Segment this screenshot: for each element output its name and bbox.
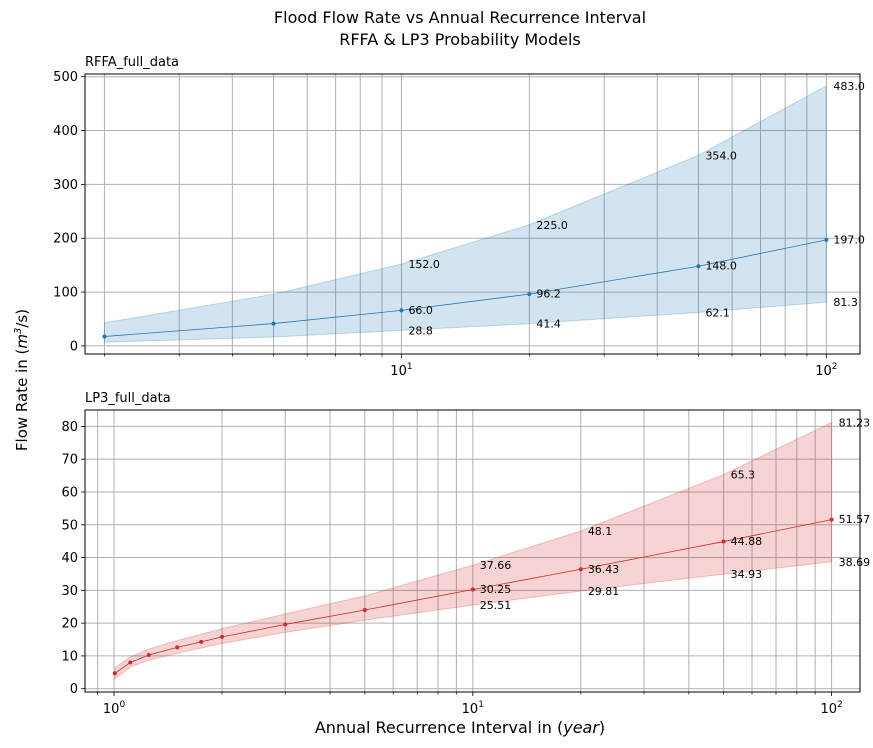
data-point bbox=[829, 517, 834, 522]
y-axis-label: Flow Rate in (m3/s) bbox=[13, 309, 31, 451]
data-point bbox=[578, 567, 583, 572]
y-tick-label: 40 bbox=[61, 551, 78, 566]
y-tick-label: 60 bbox=[61, 485, 78, 500]
y-tick-label: 200 bbox=[53, 232, 78, 247]
x-tick-label: 101 bbox=[462, 700, 484, 717]
data-label: 51.57 bbox=[839, 513, 871, 526]
y-tick-label: 30 bbox=[61, 584, 78, 599]
data-label: 96.2 bbox=[536, 288, 561, 301]
y-tick-label: 0 bbox=[70, 682, 78, 697]
data-label: 36.43 bbox=[588, 563, 620, 576]
data-point bbox=[824, 237, 829, 242]
confidence-band bbox=[103, 85, 827, 343]
y-tick-label: 50 bbox=[61, 518, 78, 533]
data-label: 81.23 bbox=[839, 416, 871, 429]
data-label: 65.3 bbox=[731, 469, 756, 482]
data-label: 29.81 bbox=[588, 585, 620, 598]
x-tick-label: 101 bbox=[390, 362, 412, 379]
data-label: 34.93 bbox=[731, 568, 763, 581]
data-label: 66.0 bbox=[408, 304, 433, 317]
data-label: 25.51 bbox=[480, 599, 512, 612]
data-label: 44.88 bbox=[731, 535, 763, 548]
x-axis-label: Annual Recurrence Interval in (year) bbox=[315, 718, 605, 737]
data-point bbox=[362, 608, 367, 613]
data-point bbox=[128, 660, 133, 665]
data-label: 197.0 bbox=[833, 233, 865, 246]
y-tick-label: 300 bbox=[53, 178, 78, 193]
data-point bbox=[271, 321, 276, 326]
data-point bbox=[527, 292, 532, 297]
y-tick-label: 400 bbox=[53, 124, 78, 139]
y-tick-label: 70 bbox=[61, 453, 78, 468]
figure-title-line1: Flood Flow Rate vs Annual Recurrence Int… bbox=[273, 8, 647, 27]
y-tick-label: 20 bbox=[61, 617, 78, 632]
data-point bbox=[470, 587, 475, 592]
confidence-band bbox=[114, 421, 833, 680]
series-line bbox=[114, 519, 832, 674]
x-tick-label: 100 bbox=[103, 700, 126, 717]
data-label: 152.0 bbox=[408, 258, 440, 271]
y-tick-label: 10 bbox=[61, 649, 78, 664]
data-point bbox=[199, 639, 204, 644]
figure-title-line2: RFFA & LP3 Probability Models bbox=[339, 30, 581, 49]
data-point bbox=[220, 634, 225, 639]
data-label: 41.4 bbox=[536, 318, 561, 331]
data-point bbox=[112, 671, 117, 676]
x-tick-label: 102 bbox=[820, 700, 842, 717]
data-point bbox=[175, 645, 180, 650]
data-point bbox=[146, 652, 151, 657]
subplot-title: RFFA_full_data bbox=[85, 55, 179, 70]
series-line bbox=[104, 239, 827, 337]
data-label: 148.0 bbox=[705, 260, 737, 273]
lp3-subplot: 30.25 36.43 44.88 51.57 25.51 29.81 34.93 38.69… bbox=[61, 391, 870, 717]
data-label: 30.25 bbox=[480, 583, 512, 596]
data-label: 81.3 bbox=[833, 296, 858, 309]
axes-frame bbox=[84, 73, 861, 355]
y-tick-label: 100 bbox=[53, 286, 78, 301]
data-label: 483.0 bbox=[833, 80, 865, 93]
data-point bbox=[102, 334, 107, 339]
data-point bbox=[721, 539, 726, 544]
subplot-title: LP3_full_data bbox=[85, 391, 171, 406]
data-label: 37.66 bbox=[480, 559, 512, 572]
data-label: 48.1 bbox=[588, 525, 613, 538]
y-tick-label: 500 bbox=[53, 70, 78, 85]
x-tick-label: 102 bbox=[815, 362, 837, 379]
data-point bbox=[283, 622, 288, 627]
rffa-subplot: 66.0 96.2 148.0 197.0 28.8 41.4 62.1 81.3 152.0 2… bbox=[53, 55, 865, 379]
data-label: 62.1 bbox=[705, 306, 730, 319]
data-label: 28.8 bbox=[408, 324, 433, 337]
data-point bbox=[696, 264, 701, 269]
data-label: 38.69 bbox=[839, 556, 871, 569]
y-tick-label: 0 bbox=[70, 339, 78, 354]
y-tick-label: 80 bbox=[61, 420, 78, 435]
data-label: 225.0 bbox=[536, 219, 568, 232]
data-label: 354.0 bbox=[705, 149, 737, 162]
data-point bbox=[399, 308, 404, 313]
